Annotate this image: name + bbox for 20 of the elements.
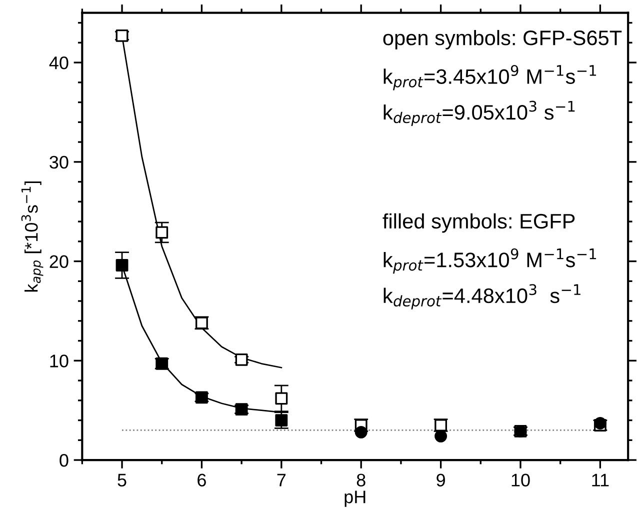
annotation: k$_{deprot}$=4.48x10$^{3}$ s$^{−1}$ [384, 284, 580, 310]
x-tick-label: 6 [198, 474, 206, 486]
y-axis-title: k$_{app}$ [*10$^{3}$s$^{−1}$] [21, 181, 44, 292]
x-tick-label: 7 [277, 474, 286, 486]
x-tick-label: 10 [512, 474, 530, 486]
annotation: k$_{prot}$=1.53x10$^{9}$ M$^{−1}$s$^{−1}$ [384, 248, 596, 274]
annotation: filled symbols: EGFP [382, 213, 575, 233]
x-axis-title: pH [344, 490, 366, 507]
x-tick-label: 11 [592, 474, 609, 486]
y-tick-label: 0 [60, 454, 68, 467]
x-tick-label: 9 [436, 474, 445, 486]
annotation: k$_{prot}$=3.45x10$^{9}$ M$^{−1}$s$^{−1}$ [384, 64, 596, 90]
y-tick-label: 30 [50, 156, 68, 169]
y-tick-label: 20 [50, 255, 68, 268]
x-tick-label: 5 [118, 474, 126, 486]
annotation: open symbols: GFP-S65T [383, 30, 622, 50]
y-tick-label: 40 [49, 56, 68, 70]
y-tick-label: 10 [50, 354, 68, 368]
annotation: k$_{deprot}$=9.05x10$^{3}$ s$^{−1}$ [384, 100, 575, 126]
x-tick-label: 8 [356, 474, 366, 486]
